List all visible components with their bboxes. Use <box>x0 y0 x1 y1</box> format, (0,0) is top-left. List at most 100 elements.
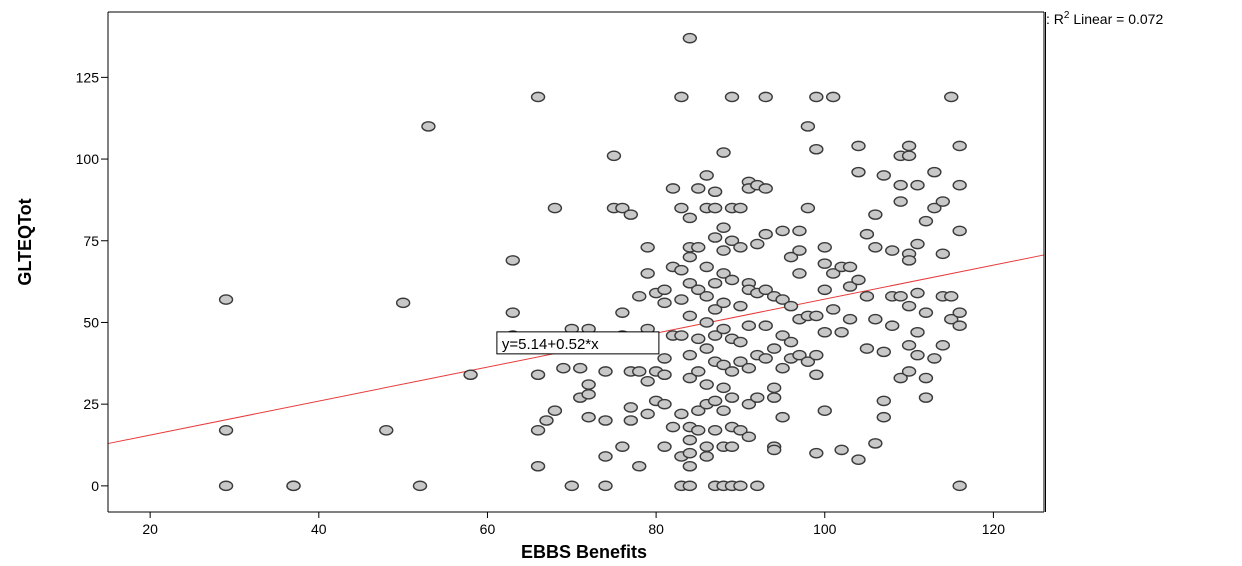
data-point <box>817 241 832 253</box>
data-point <box>809 369 824 381</box>
y-axis-title: GLTEQTot <box>15 198 35 285</box>
data-point <box>707 330 723 341</box>
data-point <box>910 179 925 191</box>
data-point <box>741 431 757 443</box>
data-point <box>910 287 925 299</box>
data-point <box>766 392 782 403</box>
y-tick-label: 75 <box>83 233 99 249</box>
data-point <box>876 411 891 423</box>
data-point <box>927 353 942 364</box>
data-point <box>859 228 875 240</box>
data-point <box>682 32 698 44</box>
data-point <box>809 447 824 459</box>
data-point <box>952 320 967 332</box>
data-point <box>716 382 731 394</box>
data-point <box>766 444 782 456</box>
data-point <box>792 225 807 237</box>
data-point <box>615 441 630 452</box>
data-point <box>640 268 655 279</box>
data-point <box>834 326 849 338</box>
data-point <box>505 307 520 318</box>
y-tick-label: 50 <box>83 314 99 330</box>
x-tick-label: 100 <box>813 521 837 537</box>
data-point <box>935 196 951 207</box>
x-tick-label: 80 <box>648 521 664 537</box>
data-point <box>792 349 807 361</box>
data-point <box>615 202 630 214</box>
data-point <box>868 241 883 253</box>
data-point <box>716 147 731 158</box>
data-point <box>901 140 917 152</box>
data-point <box>657 353 672 364</box>
data-point <box>699 343 714 354</box>
data-point <box>733 300 748 312</box>
data-point <box>615 307 630 318</box>
data-point <box>868 438 883 449</box>
data-point <box>741 362 757 374</box>
x-axis-title: EBBS Benefits <box>521 542 647 562</box>
data-point <box>640 408 655 420</box>
data-point <box>817 284 832 296</box>
data-point <box>775 294 790 305</box>
y-tick-label: 0 <box>91 478 99 494</box>
data-point <box>775 362 790 374</box>
data-point <box>547 405 563 416</box>
data-point <box>741 320 757 332</box>
data-point <box>665 183 681 194</box>
data-point <box>851 454 866 466</box>
data-point <box>792 268 807 279</box>
data-point <box>657 369 672 381</box>
data-point <box>463 369 478 381</box>
data-point <box>707 186 723 198</box>
data-point <box>901 340 917 351</box>
data-point <box>581 411 596 423</box>
data-point <box>851 140 866 152</box>
data-point <box>682 277 698 289</box>
data-point <box>901 255 917 266</box>
data-point <box>640 375 655 387</box>
data-point <box>792 245 807 256</box>
data-point <box>724 392 740 403</box>
data-point <box>218 294 234 305</box>
data-point <box>783 300 799 312</box>
data-point <box>379 425 394 436</box>
data-point <box>817 258 832 269</box>
data-point <box>927 166 942 178</box>
data-point <box>944 91 959 103</box>
data-point <box>691 366 706 377</box>
x-tick-label: 40 <box>311 521 327 537</box>
data-point <box>547 202 563 214</box>
data-point <box>412 480 428 492</box>
data-point <box>682 349 698 361</box>
data-point <box>699 170 714 181</box>
data-point <box>918 372 934 384</box>
axes-layer <box>101 11 1046 518</box>
data-point <box>716 268 731 279</box>
data-point <box>775 411 790 423</box>
data-point <box>825 304 841 315</box>
data-point <box>707 395 723 407</box>
data-point <box>952 225 967 237</box>
data-point <box>800 202 816 214</box>
data-point <box>716 245 731 256</box>
data-point <box>775 330 790 341</box>
data-point <box>691 405 706 416</box>
data-point <box>691 241 706 253</box>
data-point <box>598 366 613 377</box>
data-point <box>868 313 883 325</box>
data-point <box>707 232 723 243</box>
data-point <box>817 405 832 416</box>
data-point <box>505 255 520 266</box>
data-point <box>598 415 613 426</box>
data-point <box>750 480 765 492</box>
data-point <box>707 304 723 315</box>
data-point <box>707 425 723 436</box>
data-point <box>657 441 672 452</box>
data-point <box>674 202 689 214</box>
data-point <box>910 238 925 250</box>
data-point <box>421 121 436 132</box>
data-point <box>842 281 858 292</box>
data-point <box>952 140 967 152</box>
data-point <box>842 313 858 325</box>
data-point <box>825 268 841 279</box>
